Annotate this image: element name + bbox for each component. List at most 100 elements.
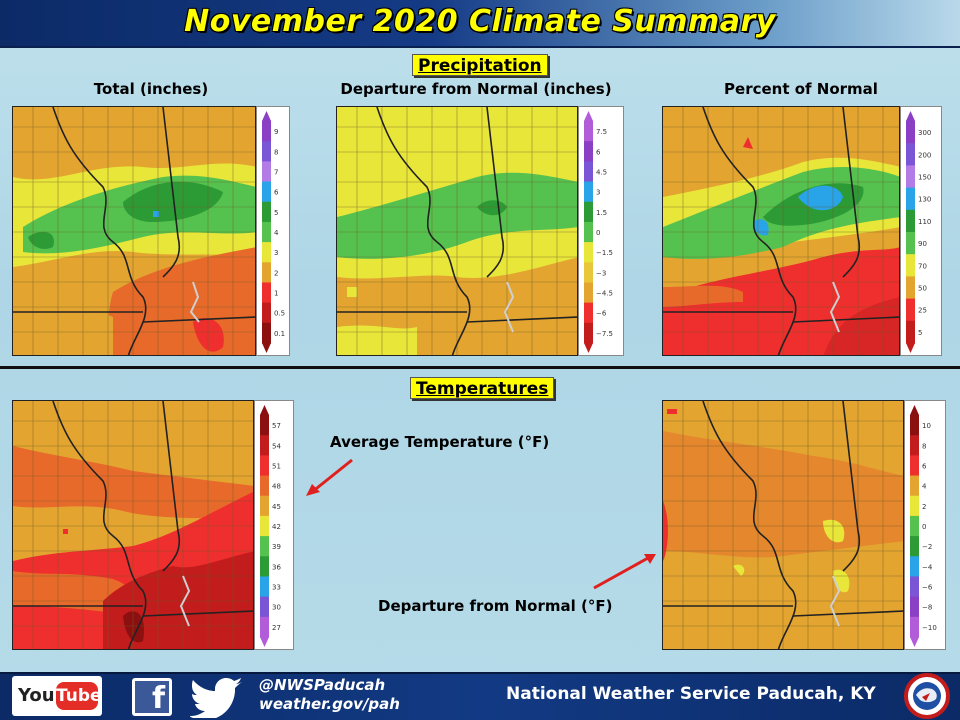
avg-temp-legend-swatch (260, 415, 269, 436)
twitter-icon[interactable] (190, 676, 244, 718)
temp-departure-legend-swatch (910, 435, 919, 456)
precip-departure-legend-tick-label: −1.5 (596, 249, 613, 257)
temp-departure-legend-tick-label: −8 (922, 604, 932, 612)
facebook-icon[interactable]: f (132, 678, 172, 716)
temp-departure-legend-swatch (910, 515, 919, 537)
precip-departure-legend-swatch (584, 121, 593, 142)
precip-departure-legend-swatch (584, 221, 593, 243)
temp-departure-legend-tick-label: 8 (922, 442, 926, 450)
social-handles: @NWSPaducah weather.gov/pah (259, 676, 400, 714)
temp-departure-legend-swatch (910, 415, 919, 436)
precip-total-legend-tick-label: 2 (274, 269, 278, 277)
youtube-icon[interactable]: You Tube (12, 676, 102, 716)
temp-departure-legend-tick-label: −4 (922, 563, 933, 571)
nws-logo-icon (904, 673, 950, 719)
precip-departure-legend-swatch (584, 181, 593, 203)
precip-percent-legend-swatch (906, 121, 915, 144)
avg-temp-legend-tick-label: 39 (272, 543, 281, 551)
avg-temp-legend-swatch (260, 536, 269, 557)
avg-temp-legend-swatch (260, 576, 269, 598)
precip-departure-legend-tick-label: 6 (596, 148, 601, 156)
precip-departure-legend-tick-label: 3 (596, 189, 600, 197)
precip-total-legend-arrow-top (262, 111, 271, 121)
page-title: November 2020 Climate Summary (184, 4, 776, 39)
precip-departure-legend-swatch (584, 161, 593, 183)
map-title-departure: Departure from Normal (inches) (340, 80, 612, 98)
precip-percent-legend-tick-label: 200 (918, 151, 931, 159)
precip-percent-legend-tick-label: 90 (918, 240, 927, 248)
temp-departure-legend-swatch (910, 495, 919, 517)
precip-departure-legend-swatch (584, 242, 593, 263)
temp-departure-legend-arrow-bottom (910, 637, 919, 647)
precip-total-legend-tick-label: 0.5 (274, 310, 285, 318)
temp-departure-legend-tick-label: −2 (922, 543, 932, 551)
precip-departure-legend: 7.5 6 4.5 3 1.5 0 −1.5 −3 −4.5 −6 −7.5 (578, 106, 624, 356)
precip-percent-legend-arrow-bottom (906, 343, 915, 353)
temp-departure-legend-swatch (910, 455, 919, 477)
precip-departure-legend-tick-label: 0 (596, 229, 600, 237)
precip-total-legend-tick-label: 3 (274, 249, 278, 257)
temp-departure-legend-swatch (910, 576, 919, 598)
precip-percent-legend-swatch (906, 254, 915, 277)
precip-total-legend-tick-label: 8 (274, 148, 278, 156)
temp-departure-legend-swatch (910, 556, 919, 577)
temp-departure-legend-swatch (910, 536, 919, 557)
precip-percent-legend-tick-label: 300 (918, 129, 931, 137)
office-name: National Weather Service Paducah, KY (506, 684, 876, 704)
precip-total-legend-tick-label: 1 (274, 290, 278, 298)
avg-temp-legend-tick-label: 48 (272, 483, 281, 491)
precip-total-legend-tick-label: 7 (274, 168, 278, 176)
precip-departure-legend-swatch (584, 282, 593, 304)
avg-temp-legend: 57 54 51 48 45 42 39 36 33 30 27 (254, 400, 294, 650)
precip-total-legend-swatch (262, 282, 271, 304)
precip-percent-legend-tick-label: 70 (918, 262, 927, 270)
avg-temp-legend-tick-label: 42 (272, 523, 281, 531)
precip-departure-map (336, 106, 578, 356)
twitter-handle[interactable]: @NWSPaducah (259, 676, 386, 694)
temp-departure-legend-tick-label: −6 (922, 584, 933, 592)
precip-percent-legend-tick-label: 150 (918, 174, 931, 182)
precip-total-legend-swatch (262, 161, 271, 183)
precip-departure-legend-tick-label: 4.5 (596, 168, 607, 176)
avg-temp-legend-swatch (260, 455, 269, 477)
section-divider (0, 366, 960, 369)
precip-total-legend-swatch (262, 221, 271, 243)
temp-departure-legend-tick-label: 6 (922, 462, 927, 470)
temp-departure-legend-tick-label: 4 (922, 483, 927, 491)
avg-temp-legend-arrow-bottom (260, 637, 269, 647)
avg-temp-legend-tick-label: 30 (272, 604, 281, 612)
avg-temp-legend-tick-label: 57 (272, 422, 281, 430)
precip-departure-legend-tick-label: −6 (596, 310, 607, 318)
map-title-total: Total (inches) (93, 80, 209, 98)
precip-percent-legend-swatch (906, 276, 915, 300)
precip-departure-legend-tick-label: 1.5 (596, 209, 607, 217)
precip-percent-legend-swatch (906, 187, 915, 211)
precip-departure-legend-arrow-top (584, 111, 593, 121)
precip-departure-legend-swatch (584, 141, 593, 162)
precipitation-section-label: Precipitation (412, 54, 548, 76)
precip-percent-legend-tick-label: 130 (918, 196, 931, 204)
precip-percent-legend-swatch (906, 209, 915, 233)
precip-departure-legend-tick-label: −4.5 (596, 290, 613, 298)
precip-departure-legend-swatch (584, 262, 593, 283)
avg-temp-map (12, 400, 254, 650)
precip-percent-legend-swatch (906, 143, 915, 166)
precip-percent-legend-tick-label: 25 (918, 307, 927, 315)
avg-temp-legend-tick-label: 27 (272, 624, 281, 632)
temp-departure-legend-tick-label: 2 (922, 503, 926, 511)
avg-temp-legend-swatch (260, 596, 269, 618)
avg-temp-legend-tick-label: 51 (272, 462, 281, 470)
temp-departure-legend-tick-label: −10 (922, 624, 937, 632)
precip-percent-legend-tick-label: 110 (918, 218, 931, 226)
temp-departure-label: Departure from Normal (°F) (378, 597, 613, 615)
avg-temp-legend-swatch (260, 556, 269, 577)
website-link[interactable]: weather.gov/pah (259, 695, 400, 713)
avg-temp-legend-arrow-top (260, 405, 269, 415)
arrow-icon (306, 458, 353, 496)
precip-percent-legend-swatch (906, 298, 915, 322)
precip-total-legend-swatch (262, 181, 271, 203)
precip-departure-legend-swatch (584, 322, 593, 344)
temp-departure-map (662, 400, 904, 650)
precip-percent-legend-swatch (906, 165, 915, 189)
precip-total-legend-swatch (262, 201, 271, 223)
